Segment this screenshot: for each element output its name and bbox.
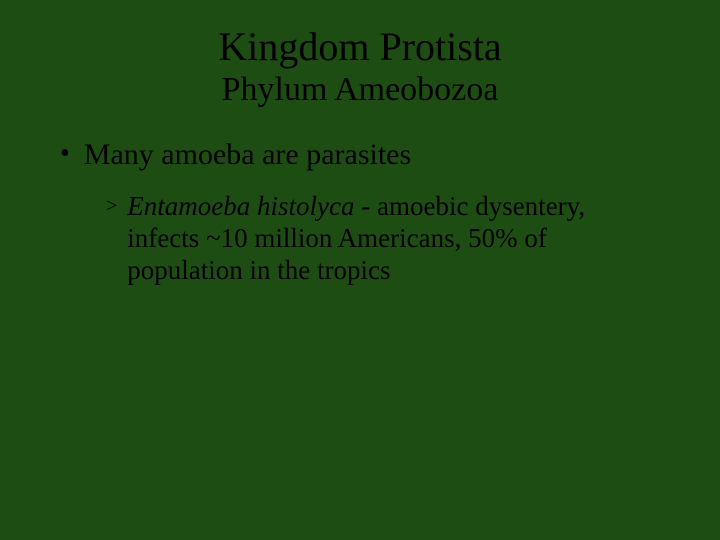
bullet-marker: •	[60, 137, 70, 171]
title-block: Kingdom Protista Phylum Ameobozoa	[56, 24, 664, 109]
bullet-text: Many amoeba are parasites	[84, 137, 411, 173]
bullet-item: • Many amoeba are parasites	[56, 137, 664, 173]
sub-bullet-item: > Entamoeba histolyca - amoebic dysenter…	[56, 191, 664, 287]
sub-bullet-italic: Entamoeba histolyca	[127, 191, 354, 221]
slide-subtitle: Phylum Ameobozoa	[146, 70, 574, 109]
slide-title: Kingdom Protista	[146, 24, 574, 70]
sub-bullet-text: Entamoeba histolyca - amoebic dysentery,…	[127, 191, 654, 287]
sub-bullet-marker: >	[106, 191, 117, 221]
